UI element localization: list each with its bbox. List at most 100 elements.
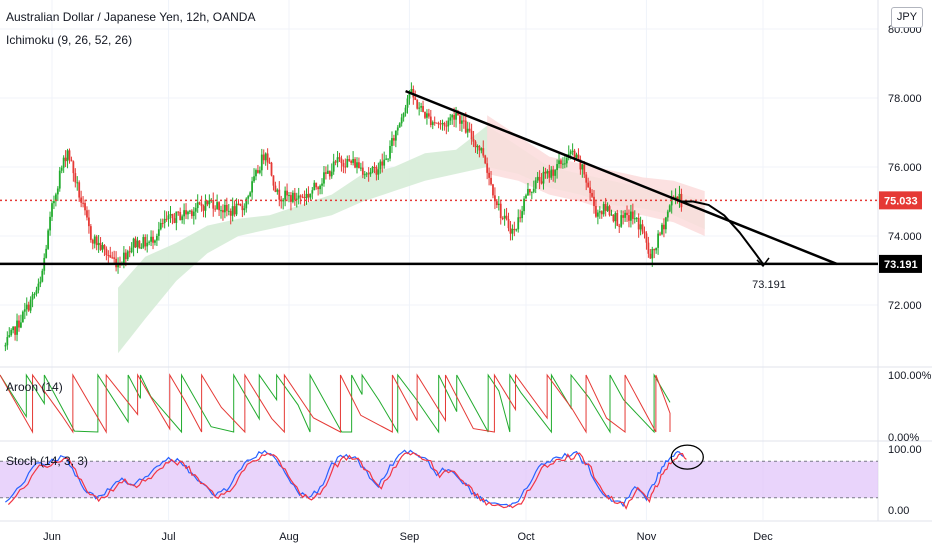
- candle-body: [466, 128, 469, 133]
- candle-body: [156, 235, 158, 241]
- candle-body: [385, 158, 388, 160]
- candle-body: [346, 159, 349, 168]
- candle-body: [284, 190, 287, 200]
- candle-body: [20, 322, 22, 328]
- currency-button[interactable]: JPY: [891, 7, 923, 28]
- candle-body: [375, 167, 378, 175]
- candle-body: [519, 217, 522, 219]
- candle-body: [206, 200, 209, 205]
- candle-body: [593, 196, 595, 207]
- price-tick: 72.000: [888, 300, 922, 312]
- candle-body: [251, 181, 253, 193]
- candle-body: [177, 211, 180, 213]
- candle-body: [326, 170, 329, 174]
- candle-body: [451, 115, 454, 118]
- candle-body: [150, 236, 152, 242]
- chart-title: Australian Dollar / Japanese Yen, 12h, O…: [6, 10, 256, 24]
- candle-body: [548, 170, 551, 178]
- candle-body: [315, 182, 318, 188]
- candle-body: [501, 218, 504, 220]
- trendline: [405, 89, 838, 266]
- candle-body: [431, 122, 434, 125]
- candle-body: [344, 166, 347, 168]
- candle-body: [33, 293, 36, 295]
- candle-body: [488, 172, 490, 178]
- candle-body: [544, 171, 547, 174]
- candle-body: [198, 202, 201, 204]
- candle-body: [486, 163, 489, 173]
- candle-body: [225, 204, 228, 211]
- candle-body: [146, 242, 149, 247]
- candle-body: [361, 167, 364, 175]
- candle-body: [29, 299, 32, 311]
- candle-body: [462, 120, 465, 122]
- candle-body: [243, 208, 246, 211]
- candle-body: [138, 240, 141, 249]
- candle-body: [393, 138, 395, 141]
- candle-body: [56, 188, 59, 195]
- candle-body: [305, 193, 308, 199]
- candle-body: [187, 211, 189, 215]
- candle-body: [113, 257, 116, 259]
- candle-body: [363, 174, 366, 176]
- price-tick: 76.000: [888, 162, 922, 174]
- candle-body: [255, 170, 257, 177]
- candle-body: [606, 206, 609, 211]
- candle-body: [616, 213, 619, 226]
- candle-body: [472, 139, 475, 142]
- candle-body: [325, 172, 327, 174]
- candle-body: [495, 201, 498, 206]
- candle-body: [41, 270, 44, 282]
- candle-body: [165, 218, 168, 220]
- candle-body: [140, 247, 143, 249]
- candle-body: [408, 92, 411, 99]
- candle-body: [295, 198, 298, 200]
- stoch-pane: 100.00 0.00: [0, 444, 922, 517]
- candle-body: [565, 158, 568, 164]
- stoch-d-line: [7, 452, 687, 510]
- candle-body: [532, 188, 535, 192]
- candles[interactable]: [4, 82, 683, 352]
- candle-body: [330, 171, 333, 177]
- candle-body: [223, 204, 226, 213]
- candle-body: [427, 113, 430, 117]
- candle-body: [229, 210, 232, 216]
- candle-body: [303, 197, 306, 199]
- candle-body: [348, 159, 351, 161]
- candle-body: [550, 169, 553, 178]
- candle-body: [297, 195, 300, 199]
- candle-body: [459, 115, 461, 124]
- candle-body: [105, 248, 108, 255]
- candle-body: [307, 193, 310, 198]
- candle-body: [663, 224, 665, 230]
- candle-body: [189, 210, 191, 212]
- candle-body: [231, 206, 234, 216]
- candle-body: [513, 228, 516, 231]
- candle-body: [262, 154, 265, 161]
- candle-body: [181, 216, 184, 221]
- candle-body: [579, 159, 582, 170]
- candle-body: [608, 206, 611, 216]
- candle-body: [480, 148, 483, 151]
- candle-body: [68, 150, 71, 160]
- candle-body: [328, 170, 331, 177]
- candle-body: [95, 236, 98, 246]
- candle-body: [474, 141, 477, 148]
- candle-body: [676, 196, 679, 201]
- candle-body: [309, 193, 312, 198]
- candle-body: [175, 211, 178, 223]
- candle-body: [128, 251, 131, 253]
- candle-body: [53, 201, 55, 204]
- candle-body: [602, 204, 605, 215]
- candle-body: [233, 206, 236, 215]
- time-tick: Sep: [400, 531, 420, 543]
- candle-body: [31, 294, 34, 300]
- candle-body: [272, 175, 275, 186]
- candle-body: [651, 249, 654, 259]
- candle-body: [190, 210, 193, 217]
- candle-body: [258, 170, 261, 173]
- candle-body: [484, 155, 487, 164]
- candle-body: [103, 245, 106, 249]
